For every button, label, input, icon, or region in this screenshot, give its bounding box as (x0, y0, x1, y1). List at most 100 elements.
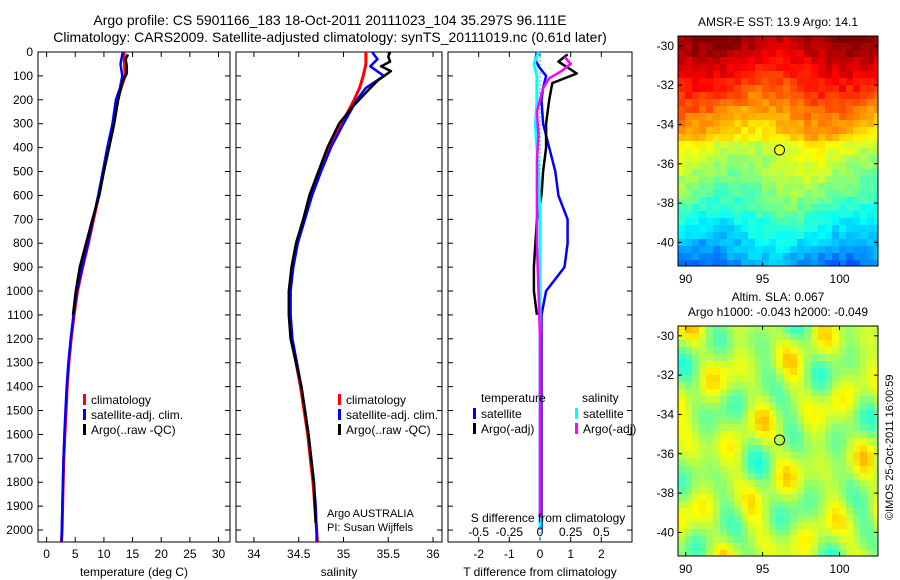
heatmap-cell (825, 260, 833, 267)
heatmap-cell (832, 347, 840, 355)
heatmap-cell (811, 78, 819, 86)
heatmap-cell (818, 522, 826, 530)
heatmap-cell (811, 522, 819, 530)
y-tick-label: 1400 (6, 380, 33, 394)
heatmap-cell (839, 389, 847, 397)
heatmap-cell (811, 176, 819, 184)
heatmap-cell (727, 155, 735, 163)
heatmap-cell (860, 550, 868, 557)
heatmap-cell (720, 389, 728, 397)
heatmap-cell (860, 403, 868, 411)
heatmap-cell (811, 246, 819, 254)
heatmap-cell (734, 389, 742, 397)
heatmap-cell (692, 396, 700, 404)
heatmap-cell (727, 78, 735, 86)
heatmap-cell (867, 501, 875, 509)
heatmap-cell (839, 155, 847, 163)
heatmap-cell (727, 134, 735, 142)
heatmap-cell (853, 501, 861, 509)
heatmap-cell (762, 218, 770, 226)
heatmap-cell (762, 260, 770, 267)
heatmap-cell (699, 204, 707, 212)
heatmap-cell (797, 368, 805, 376)
heatmap-cell (762, 368, 770, 376)
heatmap-cell (769, 71, 777, 79)
heatmap-cell (776, 162, 784, 170)
legend-swatch (83, 409, 86, 420)
heatmap-cell (867, 473, 875, 481)
heatmap-cell (720, 197, 728, 205)
legend-swatch (473, 423, 476, 434)
heatmap-cell (874, 333, 879, 341)
heatmap-cell (706, 120, 714, 128)
heatmap-cell (720, 473, 728, 481)
heatmap-cell (713, 536, 721, 544)
heatmap-cell (678, 71, 686, 79)
heatmap-cell (818, 354, 826, 362)
heatmap-cell (699, 452, 707, 460)
heatmap-cell (720, 85, 728, 93)
heatmap-cell (699, 550, 707, 557)
heatmap-cell (720, 246, 728, 254)
heatmap-cell (720, 120, 728, 128)
heatmap-cell (811, 127, 819, 135)
heatmap-cell (692, 522, 700, 530)
heatmap-cell (846, 148, 854, 156)
heatmap-cell (832, 169, 840, 177)
heatmap-cell (685, 473, 693, 481)
heatmap-cell (713, 204, 721, 212)
heatmap-cell (699, 176, 707, 184)
heatmap-cell (727, 246, 735, 254)
heatmap-cell (748, 396, 756, 404)
heatmap-cell (741, 522, 749, 530)
heatmap-cell (818, 113, 826, 121)
heatmap-cell (832, 36, 840, 44)
heatmap-cell (818, 64, 826, 72)
heatmap-cell (853, 508, 861, 516)
heatmap-cell (867, 141, 875, 149)
heatmap-cell (867, 389, 875, 397)
heatmap-cell (825, 452, 833, 460)
heatmap-cell (769, 246, 777, 254)
heatmap-cell (678, 550, 686, 557)
heatmap-cell (790, 260, 798, 267)
heatmap-cell (741, 64, 749, 72)
heatmap-cell (804, 120, 812, 128)
heatmap-cell (811, 260, 819, 267)
heatmap-cell (804, 71, 812, 79)
heatmap-cell (874, 515, 879, 523)
heatmap-cell (797, 445, 805, 453)
heatmap-cell (825, 85, 833, 93)
heatmap-cell (692, 501, 700, 509)
heatmap-cell (832, 64, 840, 72)
heatmap-cell (853, 64, 861, 72)
heatmap-cell (846, 410, 854, 418)
heatmap-cell (741, 162, 749, 170)
heatmap-cell (741, 106, 749, 114)
heatmap-cell (755, 99, 763, 107)
heatmap-cell (839, 64, 847, 72)
heatmap-cell (713, 375, 721, 383)
heatmap-cell (741, 260, 749, 267)
heatmap-cell (755, 417, 763, 425)
heatmap-cell (678, 473, 686, 481)
heatmap-cell (706, 218, 714, 226)
heatmap-cell (769, 480, 777, 488)
heatmap-cell (839, 204, 847, 212)
heatmap-cell (727, 99, 735, 107)
heatmap-cell (818, 508, 826, 516)
heatmap-cell (867, 148, 875, 156)
heatmap-cell (846, 57, 854, 65)
heatmap-cell (776, 459, 784, 467)
heatmap-cell (741, 36, 749, 44)
heatmap-cell (790, 64, 798, 72)
heatmap-cell (692, 473, 700, 481)
heatmap-cell (874, 204, 879, 212)
heatmap-cell (706, 466, 714, 474)
heatmap-cell (846, 71, 854, 79)
heatmap-cell (748, 204, 756, 212)
heatmap-cell (699, 50, 707, 58)
heatmap-cell (804, 92, 812, 100)
heatmap-cell (846, 141, 854, 149)
heatmap-cell (860, 396, 868, 404)
